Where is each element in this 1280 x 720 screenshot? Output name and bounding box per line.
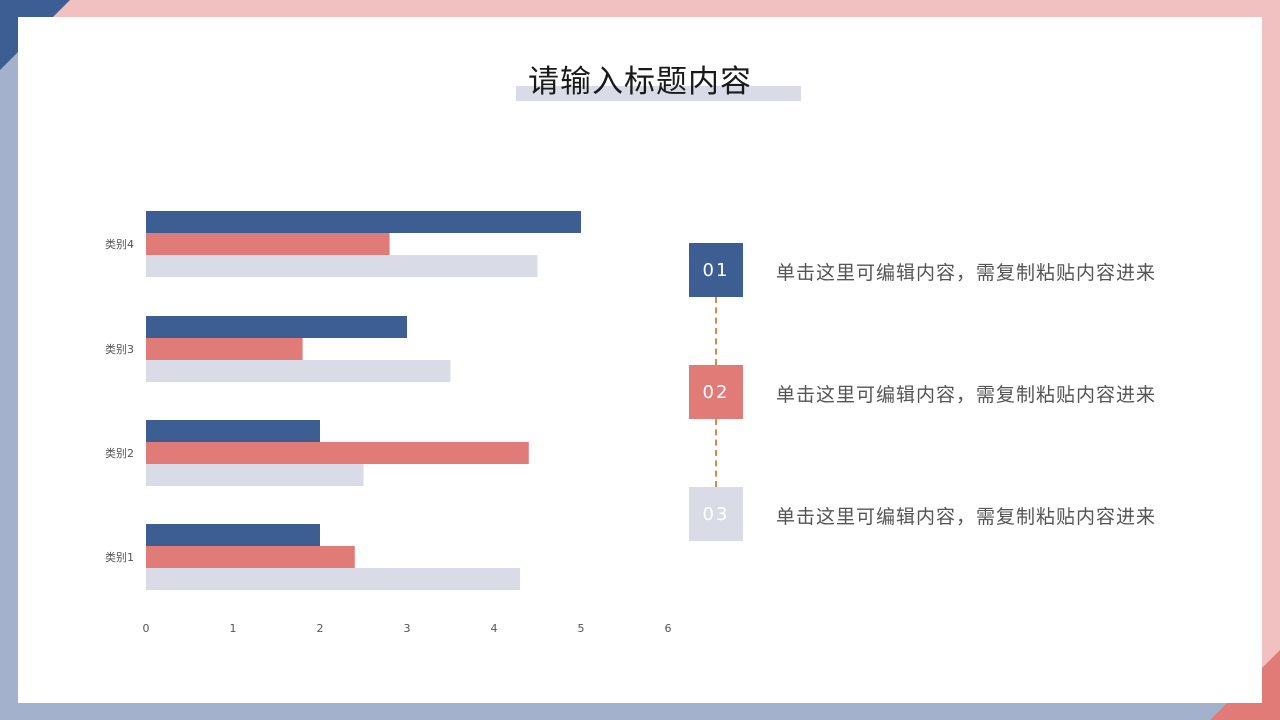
y-tick-label: 类别4 bbox=[105, 237, 134, 251]
bar-4-series-1 bbox=[146, 255, 538, 277]
bar-2-series-2 bbox=[146, 442, 529, 464]
x-tick-label: 4 bbox=[491, 622, 498, 635]
x-tick-label: 1 bbox=[230, 622, 237, 635]
step-text-2[interactable]: 单击这里可编辑内容，需复制粘贴内容进来 bbox=[776, 384, 1157, 406]
bar-2-series-3 bbox=[146, 420, 320, 442]
slide-title: 请输入标题内容 bbox=[528, 64, 752, 100]
bar-3-series-2 bbox=[146, 338, 303, 360]
y-tick-label: 类别2 bbox=[105, 446, 134, 460]
y-tick-label: 类别1 bbox=[105, 550, 134, 564]
frame-left bbox=[0, 0, 18, 720]
bar-4-series-2 bbox=[146, 233, 390, 255]
step-number-1: 01 bbox=[689, 243, 743, 297]
x-tick-label: 5 bbox=[578, 622, 585, 635]
step-text-1[interactable]: 单击这里可编辑内容，需复制粘贴内容进来 bbox=[776, 262, 1157, 284]
bar-4-series-3 bbox=[146, 211, 581, 233]
x-tick-label: 6 bbox=[665, 622, 672, 635]
x-tick-label: 0 bbox=[143, 622, 150, 635]
frame-top bbox=[0, 0, 1280, 17]
step-number-2: 02 bbox=[689, 365, 743, 419]
step-connector-2 bbox=[715, 419, 717, 487]
step-number-3: 03 bbox=[689, 487, 743, 541]
step-text-3[interactable]: 单击这里可编辑内容，需复制粘贴内容进来 bbox=[776, 506, 1157, 528]
bar-2-series-1 bbox=[146, 464, 364, 486]
title-underline-bar bbox=[516, 86, 801, 101]
bar-1-series-2 bbox=[146, 546, 355, 568]
step-connector-1 bbox=[715, 297, 717, 365]
frame-right bbox=[1262, 0, 1280, 720]
x-tick-label: 2 bbox=[317, 622, 324, 635]
bar-1-series-1 bbox=[146, 568, 521, 590]
bar-1-series-3 bbox=[146, 524, 320, 546]
x-tick-label: 3 bbox=[404, 622, 411, 635]
y-tick-label: 类别3 bbox=[105, 342, 134, 356]
frame-bottom bbox=[0, 703, 1280, 720]
bar-3-series-3 bbox=[146, 316, 407, 338]
bar-3-series-1 bbox=[146, 360, 451, 382]
